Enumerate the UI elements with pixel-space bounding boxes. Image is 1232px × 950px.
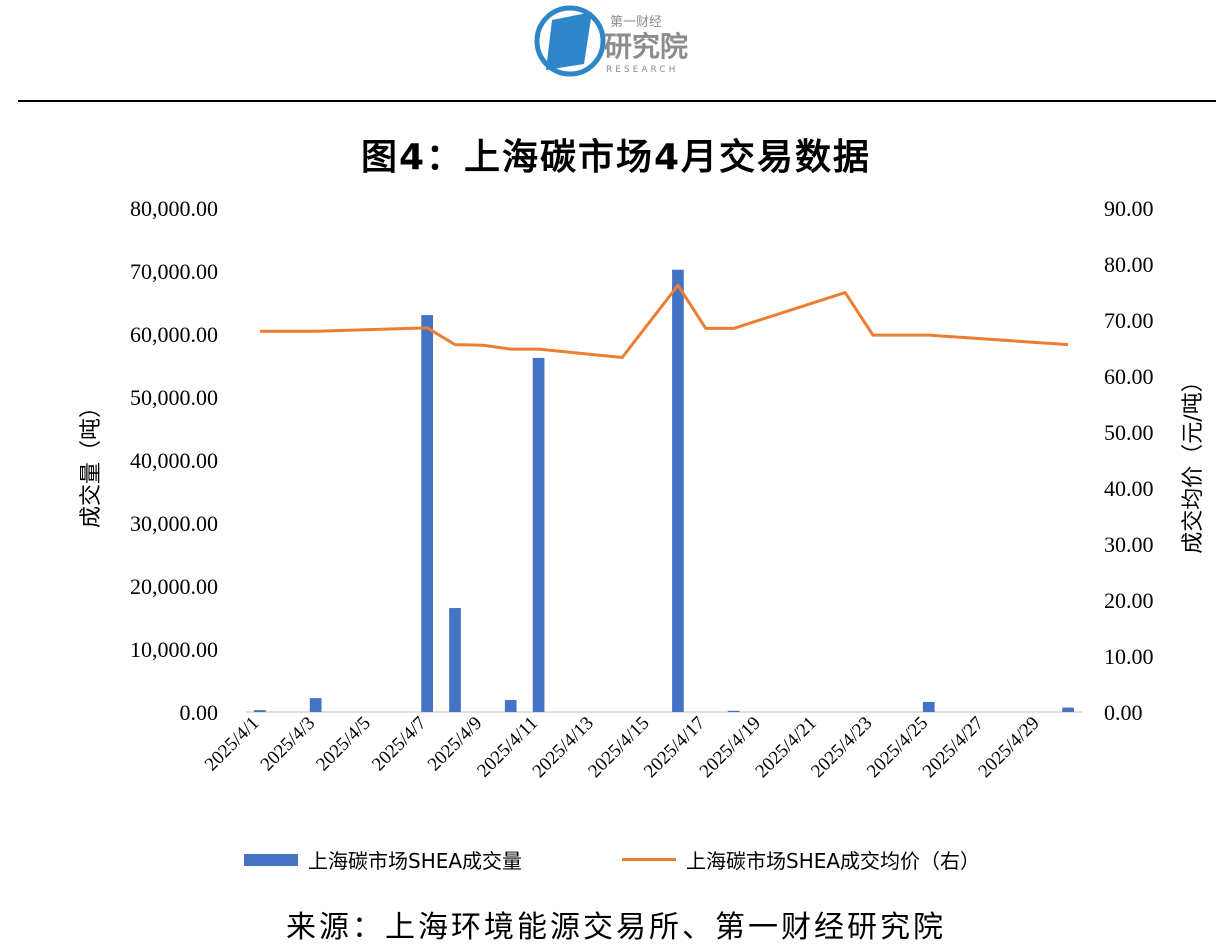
left-tick-label: 70,000.00 — [130, 259, 218, 284]
legend-label-volume: 上海碳市场SHEA成交量 — [308, 849, 523, 873]
legend-item-volume: 上海碳市场SHEA成交量 — [244, 845, 522, 874]
left-tick-label: 10,000.00 — [130, 637, 218, 662]
right-tick-label: 60.00 — [1104, 364, 1154, 389]
left-tick-label: 30,000.00 — [130, 511, 218, 536]
chart-canvas: 0.00 10,000.00 20,000.00 30,000.00 40,000.00… — [79, 196, 1206, 782]
first-financial-research-logo: 第一财经 研究院 RESEARCH — [534, 5, 688, 77]
left-tick-label: 60,000.00 — [130, 322, 218, 347]
legend-item-price: 上海碳市场SHEA成交均价（右） — [622, 845, 980, 874]
right-tick-label: 30.00 — [1104, 532, 1154, 557]
right-tick-label: 10.00 — [1104, 644, 1154, 669]
legend-swatch-line — [622, 858, 676, 861]
left-axis-title: 成交量（吨） — [79, 396, 104, 528]
x-tick-label: 2025/4/3 — [257, 713, 320, 776]
right-tick-label: 80.00 — [1104, 252, 1154, 277]
right-tick-label: 50.00 — [1104, 420, 1154, 445]
price-line — [259, 283, 1069, 360]
volume-bar — [672, 269, 684, 712]
legend-label-price: 上海碳市场SHEA成交均价（右） — [686, 849, 981, 873]
left-tick-label: 20,000.00 — [130, 574, 218, 599]
x-tick-label: 2025/4/5 — [312, 713, 375, 776]
source-note: 来源：上海环境能源交易所、第一财经研究院 — [286, 910, 946, 945]
right-tick-label: 20.00 — [1104, 588, 1154, 613]
right-tick-label: 70.00 — [1104, 308, 1154, 333]
left-tick-label: 50,000.00 — [130, 385, 218, 410]
chart-title: 图4：上海碳市场4月交易数据 — [360, 137, 872, 178]
logo-emblem-icon — [546, 12, 592, 70]
legend: 上海碳市场SHEA成交量 上海碳市场SHEA成交均价（右） — [0, 845, 1232, 877]
left-tick-label: 0.00 — [180, 700, 219, 725]
volume-bar — [727, 710, 740, 712]
legend-swatch-bar — [244, 853, 298, 866]
right-tick-label: 90.00 — [1104, 196, 1154, 221]
right-tick-label: 0.00 — [1104, 700, 1143, 725]
left-tick-label: 80,000.00 — [130, 196, 218, 221]
volume-bar — [421, 315, 433, 712]
volume-bar — [254, 710, 266, 712]
logo-line3: RESEARCH — [606, 65, 678, 75]
volume-bar — [309, 698, 322, 712]
x-tick-label: 2025/4/7 — [368, 713, 431, 776]
x-tick-label: 2025/4/29 — [974, 713, 1043, 782]
volume-bar — [1062, 707, 1074, 712]
volume-bar — [504, 700, 517, 712]
volume-bar — [449, 608, 461, 712]
logo-line2: 研究院 — [604, 30, 688, 63]
logo-line1: 第一财经 — [610, 15, 662, 30]
volume-bar — [922, 701, 935, 712]
volume-bar — [532, 357, 545, 712]
header-divider — [18, 100, 1216, 102]
left-tick-label: 40,000.00 — [130, 448, 218, 473]
right-tick-label: 40.00 — [1104, 476, 1154, 501]
right-axis-title: 成交均价（元/吨） — [1181, 370, 1206, 553]
